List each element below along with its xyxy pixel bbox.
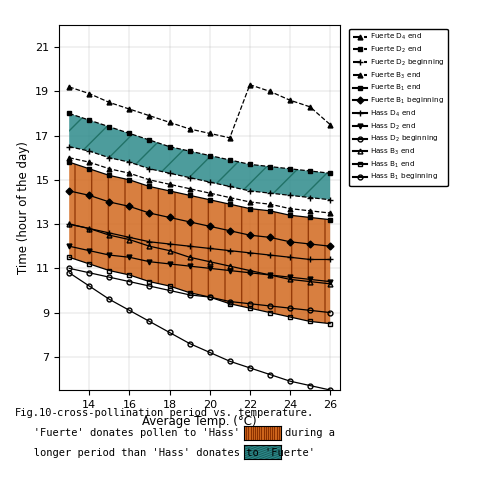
Legend: Fuerte D$_4$ end, Fuerte D$_2$ end, Fuerte D$_2$ beginning, Fuerte B$_3$ end, Fu: Fuerte D$_4$ end, Fuerte D$_2$ end, Fuer… — [350, 28, 448, 186]
Text: during a: during a — [285, 428, 335, 438]
X-axis label: Average Temp. (°C): Average Temp. (°C) — [142, 416, 257, 428]
Text: 'Fuerte' donates pollen to 'Hass': 'Fuerte' donates pollen to 'Hass' — [15, 428, 240, 438]
Y-axis label: Time (hour of the day): Time (hour of the day) — [17, 141, 30, 274]
Text: cross-pollination period vs. temperature.: cross-pollination period vs. temperature… — [57, 408, 313, 418]
Text: Fig.10-: Fig.10- — [15, 408, 59, 418]
Text: longer period than 'Hass' donates to 'Fuerte': longer period than 'Hass' donates to 'Fu… — [15, 448, 315, 458]
